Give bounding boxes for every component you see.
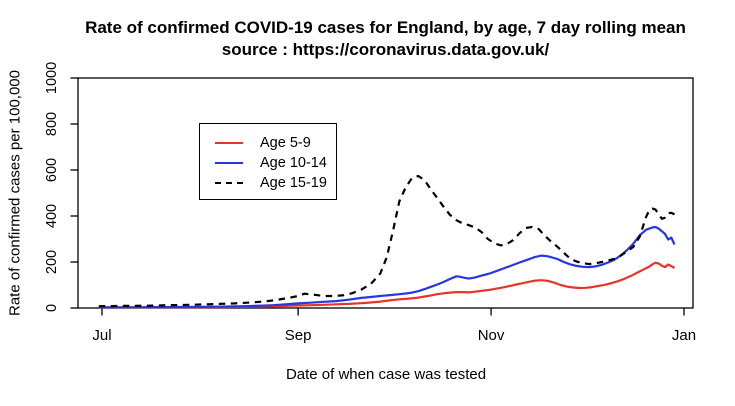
x-tick-label: Jan bbox=[672, 327, 696, 344]
x-axis-label: Date of when case was tested bbox=[285, 366, 487, 383]
chart-title: Rate of confirmed COVID-19 cases for Eng… bbox=[38, 17, 733, 61]
y-tick-label: 400 bbox=[44, 204, 60, 228]
legend-row: Age 15-19 bbox=[200, 173, 336, 193]
series-age-5-9 bbox=[98, 261, 676, 309]
legend-row: Age 10-14 bbox=[200, 153, 336, 173]
legend-row: Age 5-9 bbox=[200, 133, 336, 153]
x-tick-label: Sep bbox=[285, 327, 312, 344]
x-tick-label: Jul bbox=[92, 327, 111, 344]
legend-label-age-15-19: Age 15-19 bbox=[260, 175, 327, 191]
series-lines bbox=[98, 174, 676, 309]
legend-label-age-5-9: Age 5-9 bbox=[260, 135, 311, 151]
series-age-10-14 bbox=[98, 225, 676, 309]
y-tick-label: 200 bbox=[44, 250, 60, 274]
y-axis-ticks: 0 200 400 600 800 1000 bbox=[44, 62, 78, 312]
legend: Age 5-9 Age 10-14 Age 15-19 bbox=[199, 123, 337, 200]
x-tick-label: Nov bbox=[478, 327, 505, 344]
legend-line-age-5-9-icon bbox=[215, 142, 243, 144]
plot-box bbox=[77, 77, 694, 309]
x-axis-ticks: Jul Sep Nov Jan bbox=[92, 308, 696, 344]
legend-label-age-10-14: Age 10-14 bbox=[260, 155, 327, 171]
legend-line-age-15-19-icon bbox=[215, 182, 243, 184]
y-tick-label: 0 bbox=[44, 304, 60, 312]
y-tick-label: 600 bbox=[44, 158, 60, 182]
y-axis-label: Rate of confirmed cases per 100,000 bbox=[6, 70, 24, 316]
chart-title-line2: source : https://coronavirus.data.gov.uk… bbox=[221, 40, 550, 59]
y-tick-label: 800 bbox=[44, 112, 60, 136]
series-age-15-19 bbox=[98, 174, 675, 308]
y-tick-label: 1000 bbox=[44, 62, 60, 94]
chart-title-line1: Rate of confirmed COVID-19 cases for Eng… bbox=[85, 18, 686, 37]
legend-line-age-10-14-icon bbox=[215, 162, 243, 164]
